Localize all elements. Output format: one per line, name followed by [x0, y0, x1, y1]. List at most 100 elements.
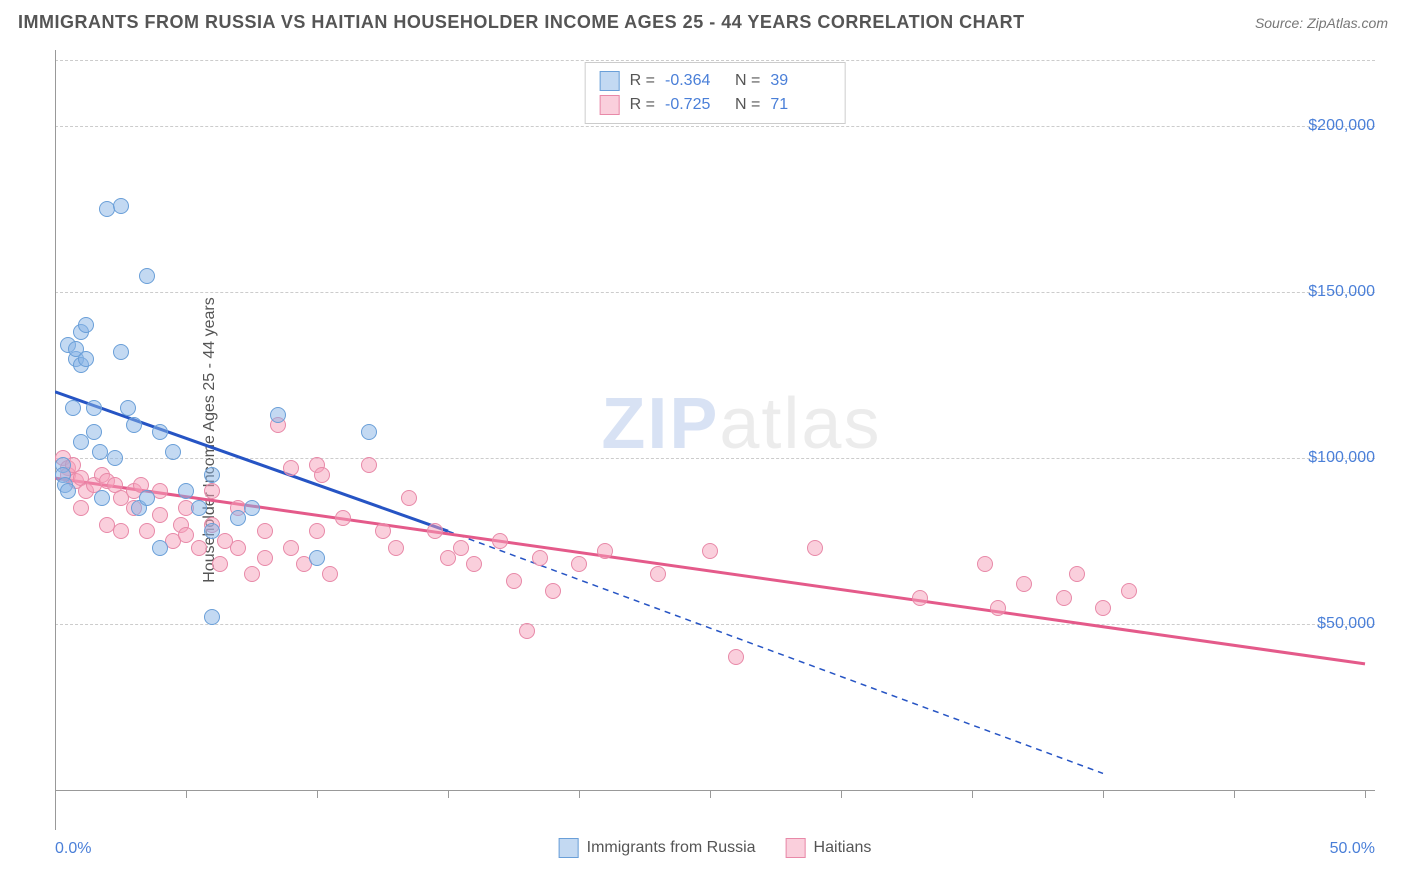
scatter-plot: $50,000$100,000$150,000$200,0000.0%50.0%: [55, 50, 1375, 830]
data-point: [204, 523, 220, 539]
data-point: [322, 566, 338, 582]
x-max-label: 50.0%: [1330, 840, 1375, 858]
data-point: [1056, 590, 1072, 606]
y-tick-label: $150,000: [1308, 283, 1375, 301]
data-point: [728, 649, 744, 665]
data-point: [453, 540, 469, 556]
data-point: [139, 268, 155, 284]
data-point: [401, 490, 417, 506]
data-point: [78, 317, 94, 333]
legend-swatch: [559, 838, 579, 858]
data-point: [1095, 600, 1111, 616]
legend-stats: R =-0.364N =39R =-0.725N =71: [585, 62, 846, 124]
data-point: [126, 417, 142, 433]
legend-series-item: Immigrants from Russia: [559, 838, 756, 858]
data-point: [977, 556, 993, 572]
x-tick: [841, 790, 842, 798]
data-point: [257, 550, 273, 566]
x-min-label: 0.0%: [55, 840, 91, 858]
data-point: [65, 400, 81, 416]
data-point: [702, 543, 718, 559]
legend-series-item: Haitians: [786, 838, 872, 858]
data-point: [912, 590, 928, 606]
trend-lines: [55, 50, 1375, 830]
data-point: [152, 507, 168, 523]
chart-title: IMMIGRANTS FROM RUSSIA VS HAITIAN HOUSEH…: [18, 12, 1025, 33]
data-point: [60, 483, 76, 499]
x-tick: [55, 790, 56, 798]
data-point: [506, 573, 522, 589]
data-point: [1121, 583, 1137, 599]
data-point: [204, 609, 220, 625]
data-point: [532, 550, 548, 566]
data-point: [650, 566, 666, 582]
source-label: Source: ZipAtlas.com: [1255, 15, 1388, 31]
data-point: [139, 523, 155, 539]
legend-swatch: [600, 71, 620, 91]
data-point: [1016, 576, 1032, 592]
data-point: [139, 490, 155, 506]
data-point: [257, 523, 273, 539]
grid-line: [55, 126, 1375, 127]
y-tick-label: $50,000: [1317, 615, 1375, 633]
data-point: [178, 527, 194, 543]
chart-area: Householder Income Ages 25 - 44 years $5…: [55, 50, 1375, 830]
y-tick-label: $100,000: [1308, 449, 1375, 467]
data-point: [335, 510, 351, 526]
legend-swatch: [600, 95, 620, 115]
legend-series-label: Immigrants from Russia: [587, 839, 756, 857]
legend-stat-row: R =-0.364N =39: [600, 69, 831, 93]
legend-stat-row: R =-0.725N =71: [600, 93, 831, 117]
grid-line: [55, 458, 1375, 459]
data-point: [165, 444, 181, 460]
data-point: [120, 400, 136, 416]
data-point: [1069, 566, 1085, 582]
data-point: [283, 540, 299, 556]
data-point: [990, 600, 1006, 616]
data-point: [361, 424, 377, 440]
data-point: [94, 490, 110, 506]
data-point: [230, 540, 246, 556]
data-point: [113, 344, 129, 360]
data-point: [375, 523, 391, 539]
data-point: [466, 556, 482, 572]
y-tick-label: $200,000: [1308, 117, 1375, 135]
x-tick: [186, 790, 187, 798]
x-tick: [1365, 790, 1366, 798]
data-point: [178, 483, 194, 499]
data-point: [152, 424, 168, 440]
data-point: [309, 550, 325, 566]
x-tick: [579, 790, 580, 798]
data-point: [388, 540, 404, 556]
data-point: [73, 500, 89, 516]
x-axis-line: [55, 790, 1375, 791]
data-point: [314, 467, 330, 483]
x-tick: [1103, 790, 1104, 798]
x-tick: [710, 790, 711, 798]
data-point: [78, 351, 94, 367]
x-tick: [317, 790, 318, 798]
grid-line: [55, 624, 1375, 625]
x-tick: [448, 790, 449, 798]
data-point: [204, 483, 220, 499]
data-point: [113, 198, 129, 214]
data-point: [519, 623, 535, 639]
data-point: [212, 556, 228, 572]
x-tick: [972, 790, 973, 798]
data-point: [571, 556, 587, 572]
grid-line: [55, 60, 1375, 61]
data-point: [492, 533, 508, 549]
data-point: [270, 407, 286, 423]
data-point: [86, 424, 102, 440]
data-point: [545, 583, 561, 599]
data-point: [113, 523, 129, 539]
y-axis-line: [55, 50, 56, 830]
x-tick: [1234, 790, 1235, 798]
legend-series-label: Haitians: [814, 839, 872, 857]
data-point: [309, 523, 325, 539]
data-point: [597, 543, 613, 559]
data-point: [427, 523, 443, 539]
legend-series: Immigrants from Russia Haitians: [559, 838, 872, 858]
data-point: [86, 400, 102, 416]
data-point: [807, 540, 823, 556]
